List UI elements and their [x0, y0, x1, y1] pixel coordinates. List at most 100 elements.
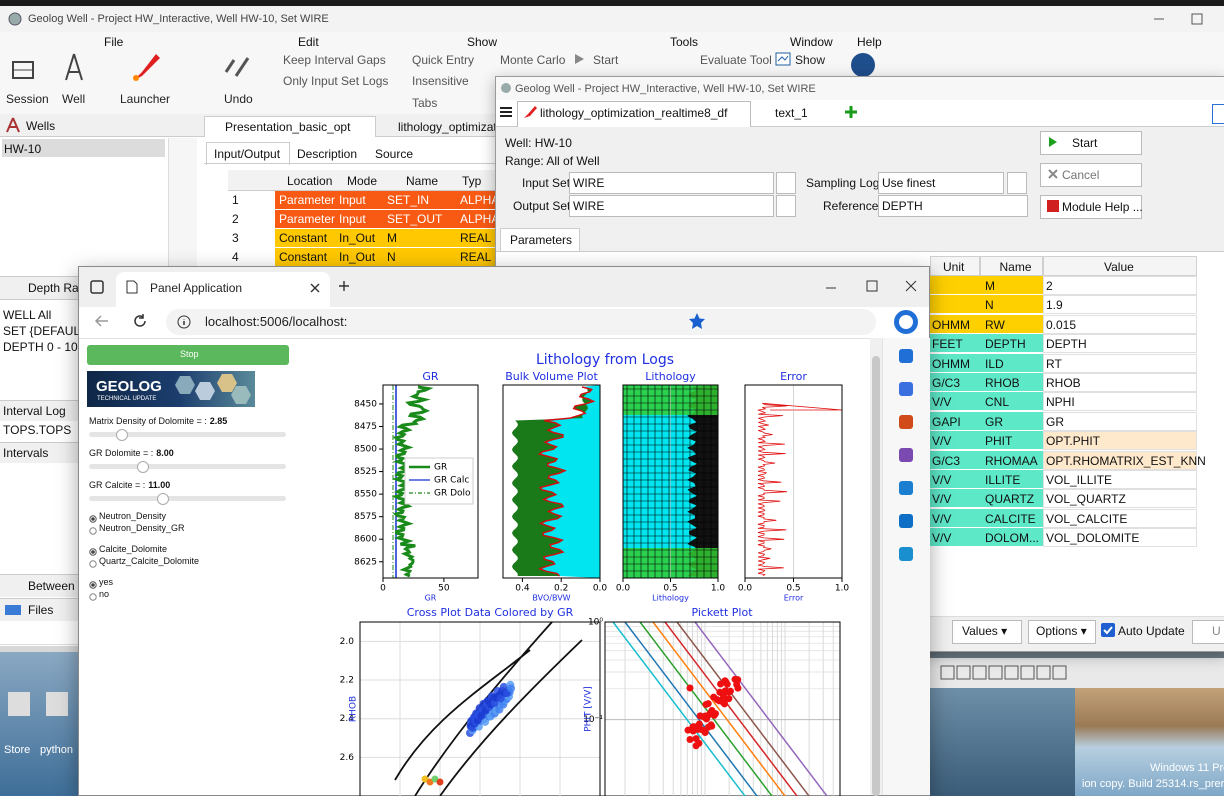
menu-item[interactable]: Window	[790, 35, 833, 49]
ribbon-button[interactable]: Quick Entry	[412, 53, 475, 67]
pane-title: Wells	[26, 119, 56, 133]
pane-title: Files	[28, 603, 54, 617]
minimize	[1154, 18, 1164, 20]
undo-icon	[224, 57, 250, 77]
ribbon-button[interactable]: Session	[6, 92, 49, 106]
app-icon	[8, 12, 22, 26]
table-cell: Parameter	[279, 212, 336, 226]
column-header: Name	[406, 174, 439, 188]
window-edge	[0, 646, 1224, 652]
depth-item[interactable]: WELL All	[3, 308, 52, 322]
undo-icon	[222, 52, 252, 82]
selected-row	[2, 139, 165, 157]
ribbon-button[interactable]: Show	[795, 53, 826, 67]
table-cell: In_Out	[339, 231, 376, 245]
files-icon	[5, 605, 21, 615]
maximize	[1191, 13, 1203, 25]
wells-icon	[6, 117, 20, 133]
ribbon-button[interactable]: Keep Interval Gaps	[283, 53, 386, 67]
table-cell: ALPHA	[460, 193, 500, 207]
session-icon	[10, 52, 36, 82]
pane-title: Intervals	[3, 446, 49, 460]
table-cell: M	[387, 231, 397, 245]
table-cell: REAL	[460, 250, 492, 264]
column-header: Typ	[462, 174, 482, 188]
tab-label[interactable]: lithology_optimizat	[398, 120, 497, 134]
ribbon-button[interactable]: Tabs	[412, 96, 438, 110]
table-cell: N	[387, 250, 396, 264]
tab-label[interactable]: Description	[297, 147, 358, 161]
table-row	[275, 229, 495, 247]
table-cell: 1	[232, 193, 239, 207]
depth-item[interactable]: SET {DEFAULT	[3, 324, 87, 338]
menu-item[interactable]: Tools	[670, 35, 699, 49]
tops-item[interactable]: TOPS.TOPS	[3, 423, 72, 437]
start-icon	[575, 54, 584, 64]
tab	[204, 116, 376, 137]
help-icon	[848, 50, 878, 80]
depth-item[interactable]: DEPTH 0 - 100	[3, 340, 85, 354]
pane-title: Between I	[28, 579, 82, 593]
ribbon-button[interactable]: Insensitive	[412, 74, 469, 88]
ribbon-button[interactable]: Evaluate Tool	[700, 53, 772, 67]
app-icon	[8, 12, 22, 26]
session-icon	[12, 61, 34, 79]
table-cell: Parameter	[279, 193, 336, 207]
tab-label[interactable]: Source	[375, 147, 414, 161]
ribbon-button[interactable]: Start	[593, 53, 619, 67]
pane-toolbar	[168, 138, 197, 268]
tab-label[interactable]: Presentation_basic_opt	[225, 120, 351, 134]
table-cell: 2	[232, 212, 239, 226]
maximize	[1190, 12, 1204, 26]
well-icon	[65, 53, 83, 81]
table-row	[275, 191, 495, 209]
column-header: Mode	[347, 174, 378, 188]
title-bar	[0, 6, 1224, 32]
ribbon-button[interactable]: Only Input Set Logs	[283, 74, 389, 88]
table-cell: 4	[232, 250, 239, 264]
table-cell: SET_IN	[387, 193, 430, 207]
ribbon-button[interactable]: Well	[62, 92, 86, 106]
show-icon	[775, 52, 791, 66]
table-header	[228, 170, 495, 191]
ribbon-button[interactable]: Launcher	[120, 92, 171, 106]
launcher-icon	[130, 50, 162, 84]
start-icon	[573, 53, 585, 65]
table-cell: Constant	[279, 231, 328, 245]
menu-item[interactable]: Show	[467, 35, 498, 49]
pane-header	[0, 114, 200, 137]
ribbon-button[interactable]: Undo	[224, 92, 253, 106]
table-row	[275, 210, 495, 228]
tab-label[interactable]: Input/Output	[214, 147, 281, 161]
pane-title: Depth Ra	[28, 281, 79, 295]
table-cell: REAL	[460, 231, 492, 245]
table-cell: Constant	[279, 250, 328, 264]
tree-row	[0, 622, 200, 645]
table-cell: Input	[339, 193, 366, 207]
tab	[206, 142, 290, 165]
table-cell: SET_OUT	[387, 212, 443, 226]
column-header: Location	[287, 174, 333, 188]
well-item[interactable]: HW-10	[4, 142, 42, 156]
wells-icon	[4, 117, 22, 133]
pane-title: Interval Log	[3, 404, 66, 418]
files-icon	[4, 602, 22, 616]
table-row	[275, 248, 495, 266]
table-cell: Input	[339, 212, 366, 226]
tab-underline	[204, 163, 495, 164]
menu-item[interactable]: Edit	[298, 35, 319, 49]
window-title: Geolog Well - Project HW_Interactive, We…	[28, 13, 329, 25]
launcher-icon	[133, 54, 160, 81]
ribbon-button[interactable]: Monte Carlo	[500, 53, 566, 67]
table-cell: 3	[232, 231, 239, 245]
show-icon	[775, 52, 791, 66]
menu-item[interactable]: File	[104, 35, 124, 49]
help-icon	[851, 53, 875, 77]
minimize	[1152, 12, 1166, 26]
menu-item[interactable]: Help	[857, 35, 882, 49]
ribbon	[0, 32, 1224, 115]
table-cell: ALPHA	[460, 212, 500, 226]
well-icon	[62, 52, 86, 84]
